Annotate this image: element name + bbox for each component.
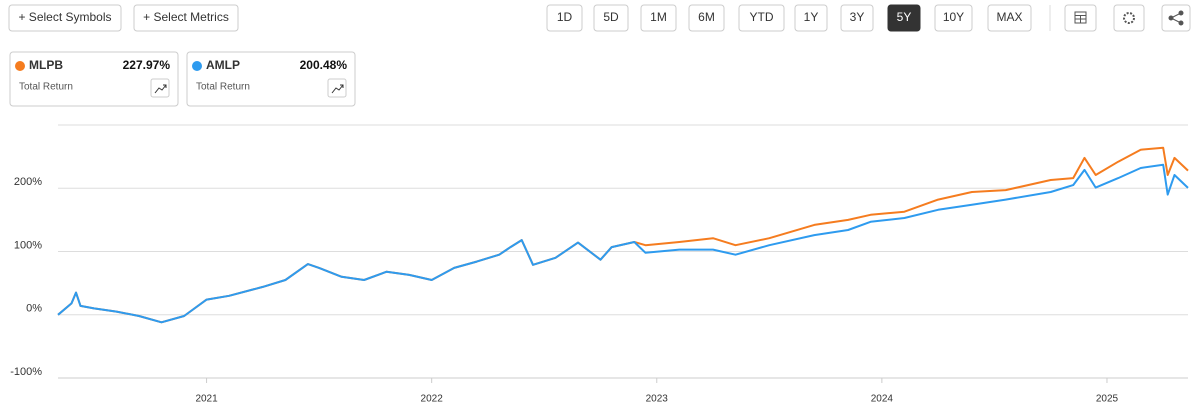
x-tick-label: 2021 [195, 394, 218, 405]
y-tick-label: -100% [10, 366, 42, 378]
legend-name: MLPB [29, 58, 63, 72]
range-label: 5Y [897, 10, 912, 24]
share-button[interactable] [1161, 4, 1191, 32]
x-tick-label: 2023 [646, 394, 669, 405]
range-button[interactable] [738, 4, 785, 32]
trend-icon [331, 84, 344, 94]
legend-metric: Total Return [19, 82, 73, 93]
range-label: 5D [603, 10, 619, 24]
legend-metric: Total Return [196, 82, 250, 93]
toolbar: + Select Symbols + Select Metrics 1D 5D 1M… [8, 4, 1191, 32]
x-tick-label: 2022 [421, 394, 444, 405]
legend-card[interactable] [9, 51, 179, 107]
settings-icon [1123, 12, 1135, 24]
range-button[interactable] [840, 4, 874, 32]
legend-cards: MLPB 227.97% Total Return AMLP 200.48% Total … [9, 51, 356, 107]
range-button[interactable] [887, 4, 921, 32]
range-button[interactable] [794, 4, 828, 32]
range-button[interactable] [987, 4, 1032, 32]
table-icon [1074, 11, 1087, 24]
range-label: 1D [557, 10, 573, 24]
select-metrics-label: + Select Metrics [143, 10, 229, 24]
legend-card[interactable] [186, 51, 356, 107]
range-label: 10Y [943, 10, 964, 24]
legend-dot [192, 61, 202, 71]
range-button[interactable] [546, 4, 583, 32]
chart: -100% 0% 100% 200% 2021 2022 2023 2024 2025 [10, 124, 1189, 405]
range-button[interactable] [688, 4, 725, 32]
legend-name: AMLP [206, 58, 240, 72]
trend-icon [154, 84, 167, 94]
series-line [57, 163, 1189, 324]
range-label: 1M [650, 10, 667, 24]
settings-button[interactable] [1113, 4, 1145, 32]
share-icon [1168, 10, 1184, 26]
legend-dot [15, 61, 25, 71]
y-tick-label: 0% [26, 303, 42, 315]
range-label: 3Y [850, 10, 865, 24]
range-label: MAX [996, 10, 1022, 24]
x-tick-label: 2025 [1096, 394, 1119, 405]
range-button[interactable] [593, 4, 629, 32]
range-label: 6M [698, 10, 715, 24]
select-symbols-button[interactable] [8, 4, 122, 32]
range-button[interactable] [934, 4, 973, 32]
range-label: YTD [750, 10, 774, 24]
y-tick-label: 200% [14, 176, 42, 188]
range-button[interactable] [640, 4, 677, 32]
range-label: 1Y [804, 10, 819, 24]
legend-value: 227.97% [123, 58, 171, 72]
select-metrics-button[interactable] [133, 4, 239, 32]
select-symbols-label: + Select Symbols [18, 10, 111, 24]
x-tick-label: 2024 [871, 394, 894, 405]
range-buttons: 1D 5D 1M 6M YTD 1Y 3Y 5Y 10Y MAX [546, 4, 1032, 32]
y-tick-label: 100% [14, 239, 42, 251]
legend-value: 200.48% [300, 58, 348, 72]
